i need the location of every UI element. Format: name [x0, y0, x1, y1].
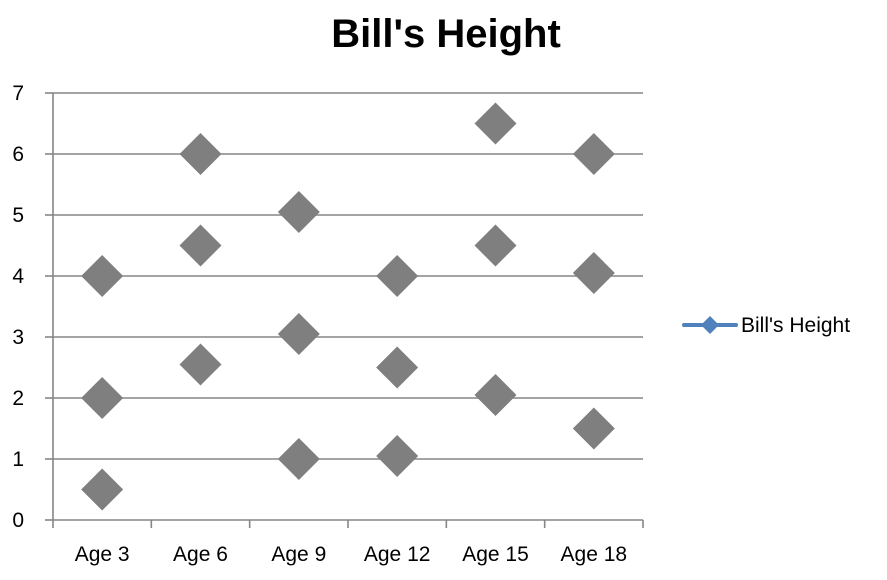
data-point-marker [81, 377, 124, 419]
legend-label: Bill's Height [741, 314, 850, 337]
data-point-marker [572, 407, 615, 450]
data-point-marker [179, 343, 222, 386]
data-point-marker [81, 468, 124, 511]
chart-title: Bill's Height [331, 12, 561, 56]
data-point-marker [179, 133, 222, 175]
y-tick-label: 7 [12, 82, 24, 105]
y-tick-label: 1 [12, 448, 24, 471]
data-point-marker [277, 312, 320, 355]
data-point-marker [474, 102, 517, 145]
y-tick-label: 2 [12, 387, 24, 410]
data-point-marker [572, 133, 615, 175]
x-tick-labels: Age 3 Age 6 Age 9 Age 12 Age 15 Age 18 [75, 543, 627, 566]
data-point-marker [277, 190, 320, 233]
data-point-marker [474, 224, 517, 267]
y-tick-label: 3 [12, 326, 24, 349]
x-tick-label: Age 6 [173, 543, 228, 566]
data-point-marker [81, 255, 124, 297]
x-tick-label: Age 15 [462, 543, 529, 566]
y-tick-label: 5 [12, 204, 24, 227]
data-point-marker [376, 346, 419, 389]
y-tick-label: 6 [12, 143, 24, 166]
data-point-marker [376, 434, 419, 477]
legend: Bill's Height [682, 314, 850, 337]
x-tick-label: Age 18 [561, 543, 628, 566]
axes [52, 93, 644, 528]
x-tick-label: Age 12 [364, 543, 431, 566]
data-points [81, 102, 615, 511]
x-tick-label: Age 9 [271, 543, 326, 566]
y-tick-label: 0 [12, 509, 24, 532]
gridlines [45, 92, 643, 521]
data-point-marker [277, 438, 320, 480]
data-point-marker [179, 224, 222, 267]
legend-marker-icon [701, 316, 719, 334]
y-tick-label: 4 [12, 265, 24, 288]
data-point-marker [474, 373, 517, 416]
y-tick-labels: 0 1 2 3 4 5 6 7 [12, 82, 24, 532]
x-tick-label: Age 3 [75, 543, 130, 566]
data-point-marker [572, 251, 615, 294]
data-point-marker [376, 255, 419, 297]
